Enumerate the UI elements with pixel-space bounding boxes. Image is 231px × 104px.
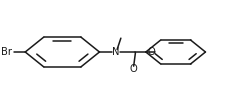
Text: N: N xyxy=(112,47,119,57)
Text: O: O xyxy=(147,47,155,57)
Text: O: O xyxy=(129,64,137,74)
Text: Br: Br xyxy=(1,47,12,57)
